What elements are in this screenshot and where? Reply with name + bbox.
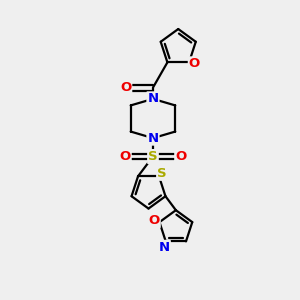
Text: N: N (147, 132, 158, 145)
Text: S: S (148, 150, 158, 163)
Text: O: O (175, 150, 187, 163)
Text: O: O (148, 214, 160, 227)
Text: O: O (120, 81, 131, 94)
Text: N: N (147, 92, 158, 105)
Text: O: O (189, 57, 200, 70)
Text: O: O (119, 150, 131, 163)
Text: N: N (159, 241, 170, 254)
Text: S: S (157, 167, 167, 180)
